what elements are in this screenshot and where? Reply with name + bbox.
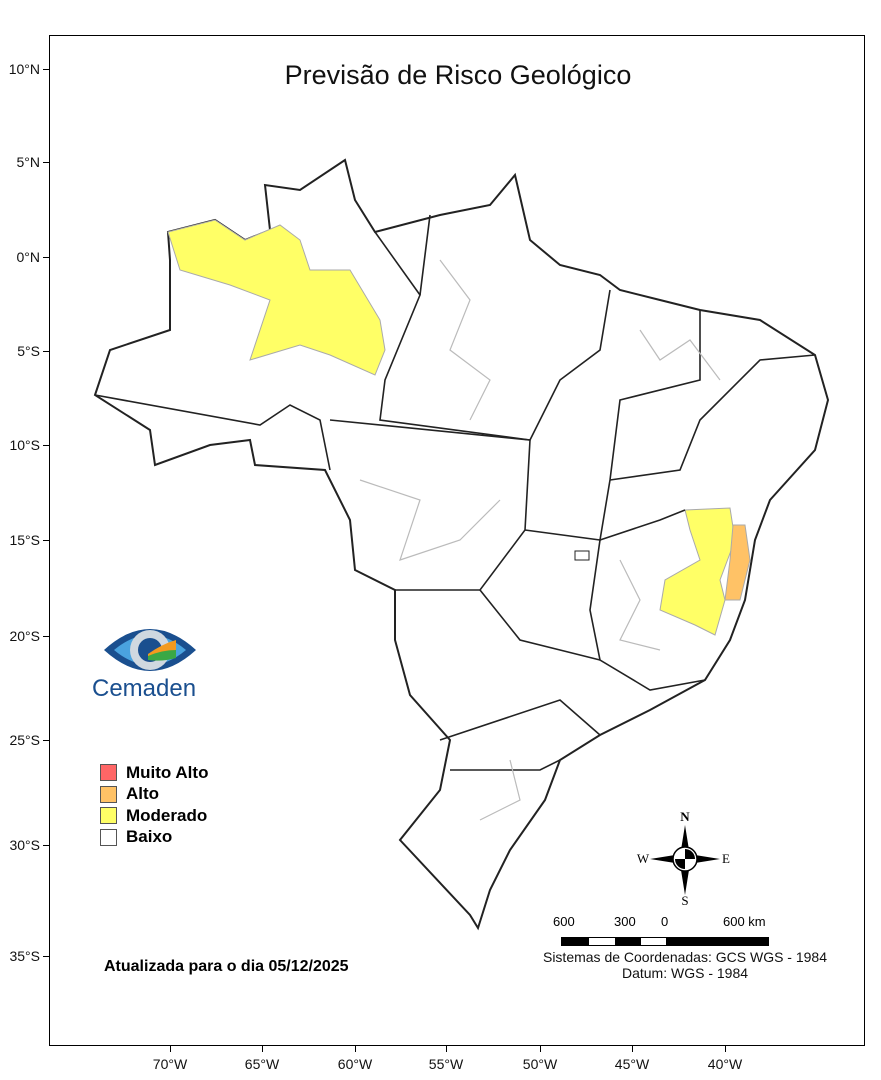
lon-tick-label: 65°W <box>244 1056 280 1072</box>
lat-tick-mark <box>43 540 49 541</box>
lat-tick-mark <box>43 445 49 446</box>
cemaden-logo <box>104 629 196 671</box>
lat-tick-mark <box>43 69 49 70</box>
state-borders <box>94 214 816 771</box>
lat-tick-label: 30°S <box>9 837 40 853</box>
map-frame <box>49 35 865 1046</box>
legend: Muito Alto Alto Moderado Baixo <box>100 762 208 848</box>
lon-tick-label: 60°W <box>337 1056 373 1072</box>
lat-tick-label: 10°S <box>9 437 40 453</box>
legend-item: Muito Alto <box>100 762 208 784</box>
lat-tick-label: 20°S <box>9 628 40 644</box>
municipal-region-borders <box>359 259 721 821</box>
legend-label: Moderado <box>126 805 208 825</box>
legend-item: Alto <box>100 784 208 806</box>
moderate-risk-amazonas <box>167 219 386 376</box>
lat-tick-label: 10°N <box>8 61 40 77</box>
lon-tick-mark <box>262 1046 263 1052</box>
scale-label: 600 km <box>723 914 766 929</box>
lon-tick-label: 70°W <box>152 1056 188 1072</box>
updated-date: Atualizada para o dia 05/12/2025 <box>104 958 349 975</box>
scale-label: 0 <box>661 914 669 929</box>
legend-label: Alto <box>126 784 160 804</box>
scale-label: 300 <box>614 914 636 929</box>
lat-tick-mark <box>43 351 49 352</box>
legend-swatch <box>100 807 117 825</box>
lon-tick-mark <box>540 1046 541 1052</box>
federal-district <box>574 550 590 561</box>
lat-tick-label: 0°N <box>16 249 41 265</box>
lat-tick-label: 15°S <box>9 532 40 548</box>
lat-tick-label: 35°S <box>9 948 40 964</box>
lat-tick-mark <box>43 956 49 957</box>
high-risk-coast <box>724 524 751 601</box>
scale-label: 600 <box>553 914 575 929</box>
lat-tick-mark <box>43 740 49 741</box>
lat-tick-mark <box>43 257 49 258</box>
compass-e: E <box>722 851 730 866</box>
compass-s: S <box>681 893 688 908</box>
lat-tick-mark <box>43 636 49 637</box>
coordinate-system-info: Sistemas de Coordenadas: GCS WGS - 1984 … <box>520 949 850 981</box>
compass-w: W <box>637 851 650 866</box>
lat-tick-label: 5°S <box>17 343 40 359</box>
coord-system: Sistemas de Coordenadas: GCS WGS - 1984 <box>542 949 828 965</box>
lon-tick-label: 45°W <box>614 1056 650 1072</box>
cemaden-logo-text: Cemaden <box>92 675 197 702</box>
legend-swatch <box>100 764 117 782</box>
compass-n: N <box>680 810 690 824</box>
lat-tick-mark <box>43 845 49 846</box>
lon-tick-label: 50°W <box>522 1056 558 1072</box>
legend-item: Moderado <box>100 805 208 827</box>
scale-bar <box>561 937 769 946</box>
lon-tick-mark <box>170 1046 171 1052</box>
lon-tick-mark <box>632 1046 633 1052</box>
lon-tick-mark <box>725 1046 726 1052</box>
lon-tick-mark <box>355 1046 356 1052</box>
datum: Datum: WGS - 1984 <box>621 965 749 981</box>
legend-label: Baixo <box>126 827 173 847</box>
legend-swatch <box>100 785 117 803</box>
lat-tick-label: 25°S <box>9 732 40 748</box>
legend-swatch <box>100 828 117 846</box>
lon-tick-label: 55°W <box>428 1056 464 1072</box>
map-title: Previsão de Risco Geológico <box>284 60 632 90</box>
lat-tick-label: 5°N <box>16 154 41 170</box>
legend-label: Muito Alto <box>126 762 209 782</box>
lon-tick-mark <box>446 1046 447 1052</box>
legend-item: Baixo <box>100 827 208 849</box>
lon-tick-label: 40°W <box>707 1056 743 1072</box>
lat-tick-mark <box>43 162 49 163</box>
compass-rose-icon: N S W E <box>637 810 730 908</box>
